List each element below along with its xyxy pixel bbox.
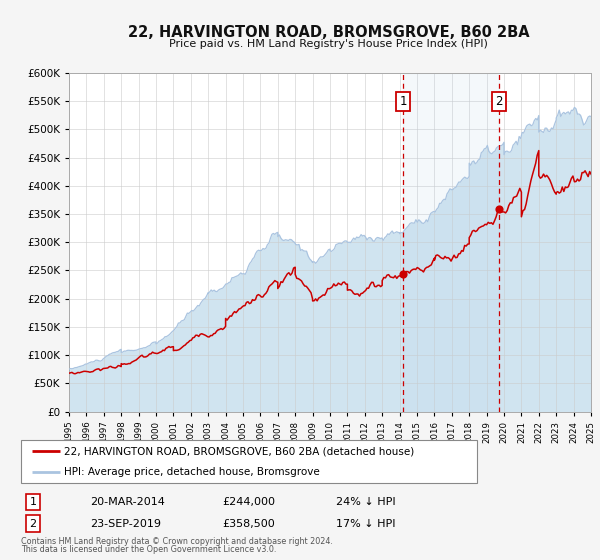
Text: 1: 1 [400,95,407,108]
Text: 22, HARVINGTON ROAD, BROMSGROVE, B60 2BA: 22, HARVINGTON ROAD, BROMSGROVE, B60 2BA [128,25,530,40]
Text: 22, HARVINGTON ROAD, BROMSGROVE, B60 2BA (detached house): 22, HARVINGTON ROAD, BROMSGROVE, B60 2BA… [64,446,415,456]
Text: This data is licensed under the Open Government Licence v3.0.: This data is licensed under the Open Gov… [21,545,277,554]
Text: 23-SEP-2019: 23-SEP-2019 [90,519,161,529]
FancyBboxPatch shape [21,440,477,483]
Point [398,269,408,278]
Bar [403,73,499,412]
Text: £358,500: £358,500 [222,519,275,529]
Text: Price paid vs. HM Land Registry's House Price Index (HPI): Price paid vs. HM Land Registry's House … [169,39,488,49]
Text: 2: 2 [496,95,503,108]
Text: £244,000: £244,000 [222,497,275,507]
Text: 1: 1 [29,497,37,507]
Point [494,205,504,214]
Text: 20-MAR-2014: 20-MAR-2014 [90,497,165,507]
Text: Contains HM Land Registry data © Crown copyright and database right 2024.: Contains HM Land Registry data © Crown c… [21,537,333,546]
Text: 17% ↓ HPI: 17% ↓ HPI [336,519,395,529]
Text: 24% ↓ HPI: 24% ↓ HPI [336,497,395,507]
Text: HPI: Average price, detached house, Bromsgrove: HPI: Average price, detached house, Brom… [64,467,320,477]
Text: 2: 2 [29,519,37,529]
